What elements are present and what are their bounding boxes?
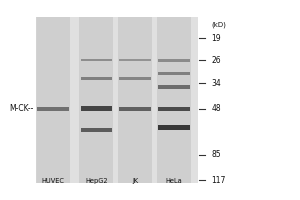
Text: JK: JK: [132, 178, 138, 184]
Bar: [158, 59, 190, 62]
Text: HeLa: HeLa: [166, 178, 182, 184]
Bar: [36, 17, 70, 183]
Text: 34: 34: [211, 79, 221, 88]
Text: M-CK--: M-CK--: [9, 104, 34, 113]
Bar: [158, 72, 190, 75]
Bar: [158, 107, 190, 111]
Bar: [119, 77, 151, 80]
Bar: [119, 59, 151, 61]
Text: 26: 26: [211, 56, 221, 65]
Bar: [158, 85, 190, 89]
Bar: [157, 17, 191, 183]
Bar: [37, 107, 69, 111]
Bar: [158, 125, 190, 130]
Text: 117: 117: [211, 176, 226, 185]
Text: HepG2: HepG2: [85, 178, 108, 184]
Bar: [81, 59, 112, 61]
Text: 85: 85: [211, 150, 221, 159]
Bar: [81, 128, 112, 132]
Bar: [37, 17, 198, 183]
Text: 19: 19: [211, 34, 221, 43]
Bar: [79, 17, 113, 183]
Bar: [118, 17, 152, 183]
Text: HUVEC: HUVEC: [41, 178, 64, 184]
Bar: [81, 106, 112, 111]
Text: (kD): (kD): [211, 21, 226, 28]
Bar: [119, 107, 151, 111]
Text: 48: 48: [211, 104, 221, 113]
Bar: [81, 77, 112, 80]
